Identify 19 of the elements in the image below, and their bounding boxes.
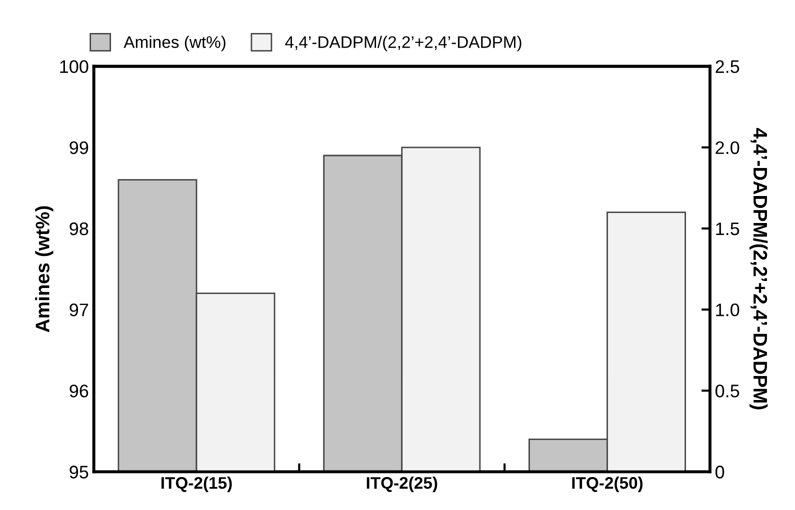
y-tick-label: 100: [60, 60, 88, 74]
y2-tick-label: 2.0: [716, 141, 740, 154]
y-axis-title: Amines (wt%): [35, 206, 54, 332]
y2-tick-label: 0: [716, 466, 724, 478]
y2-tick-label: 1.0: [716, 304, 740, 316]
legend-label: Amines (wt%): [124, 36, 226, 52]
y2-axis-title: 4,4’-DADPM/(2,2’+2,4’-DADPM): [750, 128, 768, 410]
y-tick-label: 99: [70, 141, 88, 154]
y-tick-label: 95: [70, 466, 88, 478]
y-tick-label: 98: [70, 222, 88, 236]
y2-tick-label: 0.5: [716, 384, 740, 398]
legend-label: 4,4’-DADPM/(2,2’+2,4’-DADPM): [285, 36, 522, 52]
y2-tick-label: 2.5: [716, 60, 740, 74]
y-tick-label: 96: [70, 384, 88, 398]
y2-tick-label: 1.5: [716, 222, 740, 236]
x-tick-label: ITQ-2(25): [366, 476, 438, 492]
y-tick-label: 97: [70, 304, 88, 316]
x-tick-label: ITQ-2(50): [572, 476, 643, 492]
x-tick-label: ITQ-2(15): [162, 476, 232, 492]
